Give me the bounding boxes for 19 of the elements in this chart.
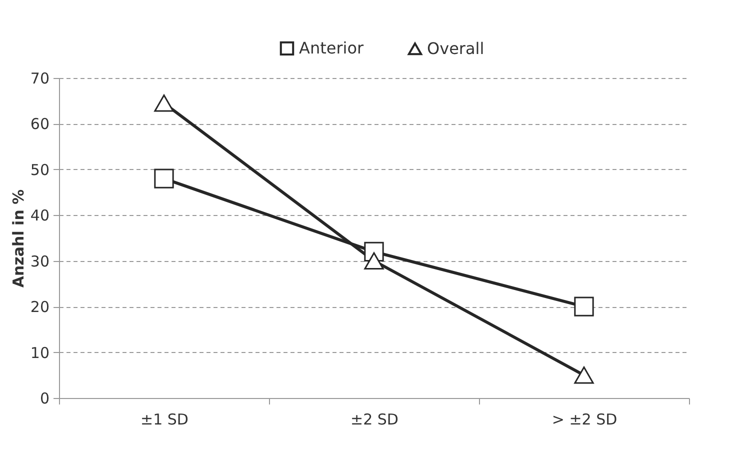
x-tick-label: ±2 SD	[350, 410, 398, 428]
y-tick-label: 10	[30, 344, 50, 362]
point	[154, 94, 174, 112]
point	[154, 168, 174, 188]
y-tick-label: 60	[30, 115, 50, 134]
y-tick-label: 30	[30, 252, 50, 270]
y-tick-label: 20	[30, 298, 50, 316]
point	[364, 252, 384, 270]
legend-label: Anterior	[299, 38, 364, 58]
y-tick-label: 50	[30, 160, 50, 179]
y-tick-label: 40	[30, 206, 50, 225]
x-tick-label: > ±2 SD	[552, 410, 618, 428]
y-tick-label: 0	[40, 390, 50, 408]
point	[574, 366, 594, 384]
y-tick-label: 70	[30, 70, 50, 88]
x-tick-label: ±1 SD	[140, 410, 188, 428]
point	[574, 296, 594, 316]
legend-label: Overall	[427, 38, 484, 58]
y-axis-title: Anzahl in %	[9, 189, 28, 288]
